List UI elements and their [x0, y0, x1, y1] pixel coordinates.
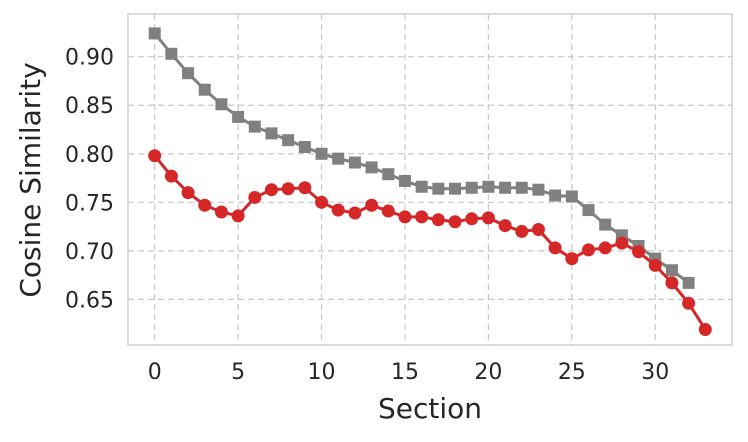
data-point-circle	[415, 210, 429, 224]
data-point-square	[348, 156, 361, 169]
data-point-square	[682, 276, 695, 289]
data-point-circle	[648, 258, 662, 272]
data-point-square	[432, 182, 445, 195]
data-point-square	[549, 189, 562, 202]
data-point-square	[599, 218, 612, 231]
data-point-square	[515, 181, 528, 194]
data-point-circle	[481, 211, 495, 225]
series-1	[148, 27, 695, 289]
data-point-circle	[465, 212, 479, 226]
data-point-circle	[148, 149, 162, 163]
data-point-square	[315, 147, 328, 160]
data-point-circle	[315, 195, 329, 209]
y-tick-label: 0.90	[65, 46, 114, 71]
x-axis-label: Section	[378, 392, 482, 425]
data-point-circle	[181, 186, 195, 200]
data-point-circle	[348, 206, 362, 220]
series-line	[153, 154, 707, 331]
x-tick-label: 25	[558, 360, 586, 385]
data-point-circle	[231, 209, 245, 223]
data-point-square	[298, 140, 311, 153]
data-point-circle	[448, 215, 462, 229]
data-point-circle	[431, 213, 445, 227]
data-point-circle	[264, 183, 278, 197]
x-tick-label: 10	[308, 360, 336, 385]
grid-lines	[128, 14, 732, 345]
data-point-square	[198, 83, 211, 96]
data-point-square	[565, 190, 578, 203]
data-point-circle	[498, 219, 512, 233]
data-point-circle	[331, 203, 345, 217]
x-tick-label: 15	[391, 360, 419, 385]
data-point-circle	[682, 296, 696, 310]
data-point-square	[232, 110, 245, 123]
x-tick-label: 5	[231, 360, 245, 385]
data-point-square	[148, 27, 161, 40]
data-point-square	[365, 161, 378, 174]
y-tick-label: 0.75	[65, 191, 114, 216]
y-axis-label: Cosine Similarity	[14, 62, 47, 297]
data-point-square	[582, 204, 595, 217]
x-tick-label: 0	[148, 360, 162, 385]
data-point-circle	[582, 243, 596, 257]
data-point-circle	[665, 276, 679, 290]
data-point-square	[332, 152, 345, 165]
data-point-square	[265, 127, 278, 140]
plot-frame	[127, 13, 733, 346]
data-point-square	[282, 134, 295, 147]
y-tick-label: 0.70	[65, 240, 114, 265]
series-layer	[148, 27, 712, 336]
data-point-square	[248, 120, 261, 133]
y-tick-label: 0.85	[65, 94, 114, 119]
data-point-circle	[214, 205, 228, 219]
data-point-circle	[565, 252, 579, 266]
data-point-circle	[281, 182, 295, 196]
y-tick-label: 0.80	[65, 143, 114, 168]
data-point-square	[415, 180, 428, 193]
data-point-square	[482, 180, 495, 193]
data-point-circle	[698, 322, 712, 336]
data-point-square	[398, 174, 411, 187]
data-point-square	[182, 67, 195, 80]
data-point-circle	[531, 222, 545, 236]
data-point-square	[215, 98, 228, 111]
x-tick-label: 30	[641, 360, 669, 385]
data-point-circle	[515, 224, 529, 238]
data-point-square	[665, 264, 678, 277]
data-point-circle	[298, 181, 312, 195]
y-tick-label: 0.65	[65, 288, 114, 313]
x-tick-label: 20	[474, 360, 502, 385]
data-point-circle	[548, 241, 562, 255]
data-point-circle	[164, 169, 178, 183]
data-point-square	[465, 181, 478, 194]
data-point-circle	[615, 236, 629, 250]
data-point-circle	[198, 198, 212, 212]
data-point-square	[499, 181, 512, 194]
data-point-circle	[632, 245, 646, 259]
data-point-square	[532, 183, 545, 196]
data-point-circle	[381, 204, 395, 218]
data-point-square	[382, 168, 395, 181]
data-point-circle	[398, 210, 412, 224]
data-point-square	[449, 182, 462, 195]
data-point-circle	[365, 198, 379, 212]
data-point-circle	[598, 241, 612, 255]
data-point-square	[165, 47, 178, 60]
tick-labels: 0 5 10 15 20 25 30 0.65 0.70 0.75 0.80 0.85 0.90	[65, 46, 669, 385]
data-point-circle	[248, 190, 262, 204]
series-2	[148, 149, 712, 336]
